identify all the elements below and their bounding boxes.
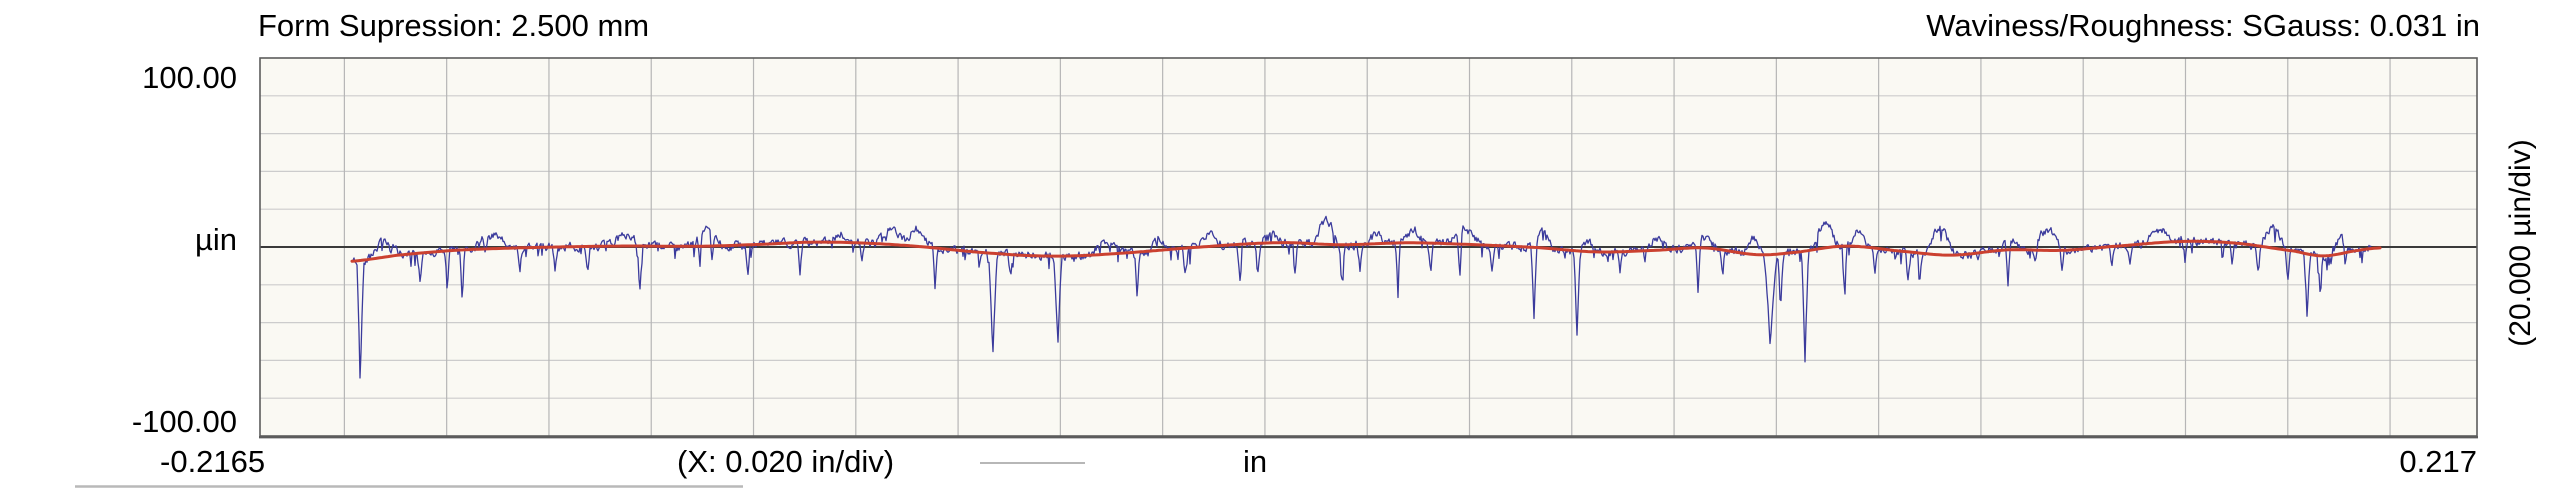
waviness-roughness-title: Waviness/Roughness: SGauss: 0.031 in <box>1926 8 2480 43</box>
y-axis-max-label: 100.00 <box>142 60 237 95</box>
form-suppression-title: Form Supression: 2.500 mm <box>258 8 650 43</box>
x-axis-unit-label: in <box>1243 444 1268 479</box>
x-axis-min-label: -0.2165 <box>160 444 266 479</box>
y-axis-min-label: -100.00 <box>131 404 237 439</box>
x-axis-max-label: 0.217 <box>2399 444 2477 479</box>
y-axis-div-label: (20.000 µin/div) <box>2504 139 2537 347</box>
horizontal-gridlines <box>260 95 2477 399</box>
x-axis-div-label: (X: 0.020 in/div) <box>677 444 895 479</box>
waviness-trace <box>350 239 2382 263</box>
y-axis-unit-label: µin <box>195 222 237 257</box>
